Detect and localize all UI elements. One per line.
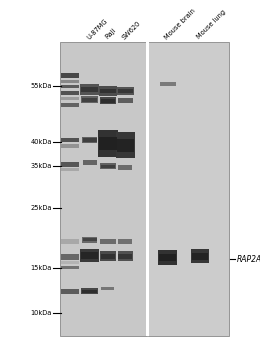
Bar [82,237,98,243]
Bar [61,97,79,100]
Bar [80,249,99,262]
Bar [118,251,133,261]
Bar [191,249,209,263]
Bar [100,251,116,261]
Bar [61,144,79,148]
Bar [82,98,97,102]
Bar [99,137,117,150]
Bar [81,96,98,103]
Bar [61,254,79,260]
Bar [81,252,99,259]
Bar [101,165,115,168]
Bar [80,84,99,95]
Text: 15kDa: 15kDa [31,265,52,271]
Text: 55kDa: 55kDa [30,83,52,89]
Text: 40kDa: 40kDa [30,139,52,145]
Bar [61,103,79,107]
Bar [82,137,98,143]
Text: 25kDa: 25kDa [30,205,52,211]
Text: U-87MG: U-87MG [86,17,108,40]
Bar [117,139,134,152]
Bar [118,89,133,93]
Bar [81,288,98,294]
Bar [118,165,133,170]
Bar [82,160,97,165]
Bar [101,99,115,103]
Bar [118,239,133,244]
Text: Mouse brain: Mouse brain [164,7,197,40]
Bar [61,266,79,269]
Bar [98,131,118,157]
Text: RAP2A: RAP2A [237,254,260,264]
Bar [99,86,117,96]
Bar [146,42,149,336]
Bar [158,250,178,265]
Text: Raji: Raji [104,27,117,40]
Bar [100,89,116,93]
Bar [61,91,79,95]
Bar [100,97,116,104]
Bar [148,42,229,336]
Bar [61,80,79,83]
Bar [61,73,79,77]
Bar [100,163,116,169]
Bar [61,85,79,88]
Bar [192,253,209,260]
Bar [61,239,79,244]
Text: SW620: SW620 [121,20,142,40]
Bar [116,132,135,158]
Bar [60,42,147,336]
Bar [61,162,79,167]
Bar [83,138,97,141]
Bar [117,87,134,95]
Bar [83,238,97,241]
Bar [160,82,176,86]
Bar [81,87,99,92]
Text: 10kDa: 10kDa [31,310,52,316]
Bar [61,168,79,171]
Bar [100,239,116,244]
Bar [61,289,79,294]
Bar [118,98,133,104]
Bar [61,138,79,142]
Text: 35kDa: 35kDa [31,163,52,169]
Bar [159,253,177,261]
Bar [101,287,114,290]
Bar [61,261,79,264]
Bar [118,254,132,259]
Bar [82,290,97,293]
Bar [101,253,115,259]
Text: Mouse lung: Mouse lung [196,9,227,40]
